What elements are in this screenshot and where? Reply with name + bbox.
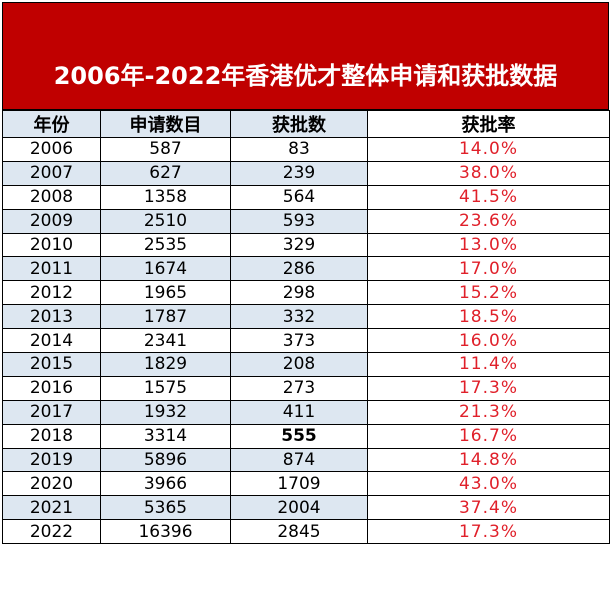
- cell-year: 2016: [2, 375, 101, 401]
- cell-approved: 239: [230, 160, 368, 186]
- table-row: 2018 3314 555 16.7%: [2, 423, 610, 449]
- cell-approved: 298: [230, 280, 368, 306]
- cell-approval-rate: 14.8%: [367, 447, 610, 473]
- cell-year: 2006: [2, 137, 101, 162]
- cell-approval-rate: 17.0%: [367, 256, 610, 282]
- table-row: 2009 2510 593 23.6%: [2, 208, 610, 234]
- data-table: 年份 申请数目 获批数 获批率 2006 587 83 14.0% 2007 627 239…: [2, 110, 610, 545]
- cell-approved: 329: [230, 232, 368, 258]
- cell-year: 2013: [2, 304, 101, 330]
- cell-year: 2018: [2, 423, 101, 449]
- header-year: 年份: [2, 110, 101, 138]
- cell-approved: 593: [230, 208, 368, 234]
- cell-applications: 5365: [100, 495, 231, 521]
- cell-applications: 3314: [100, 423, 231, 449]
- table-body: 2006 587 83 14.0% 2007 627 239 38.0% 2008 1358 564…: [2, 137, 610, 545]
- cell-applications: 3966: [100, 471, 231, 497]
- cell-approval-rate: 16.7%: [367, 423, 610, 449]
- cell-approved: 874: [230, 447, 368, 473]
- cell-approved: 1709: [230, 471, 368, 497]
- cell-approval-rate: 16.0%: [367, 328, 610, 354]
- cell-approved: 411: [230, 399, 368, 425]
- cell-year: 2021: [2, 495, 101, 521]
- cell-year: 2012: [2, 280, 101, 306]
- cell-applications: 1575: [100, 375, 231, 401]
- cell-year: 2019: [2, 447, 101, 473]
- cell-year: 2008: [2, 184, 101, 210]
- header-row: 年份 申请数目 获批数 获批率: [2, 110, 610, 138]
- table-row: 2006 587 83 14.0%: [2, 137, 610, 162]
- table-row: 2020 3966 1709 43.0%: [2, 471, 610, 497]
- table-row: 2013 1787 332 18.5%: [2, 304, 610, 330]
- header-approved: 获批数: [230, 110, 368, 138]
- cell-approved: 555: [230, 423, 368, 449]
- table-title: 2006年-2022年香港优才整体申请和获批数据: [53, 62, 558, 90]
- cell-year: 2022: [2, 519, 101, 545]
- cell-applications: 1358: [100, 184, 231, 210]
- table-row: 2010 2535 329 13.0%: [2, 232, 610, 258]
- cell-applications: 2510: [100, 208, 231, 234]
- cell-year: 2010: [2, 232, 101, 258]
- cell-applications: 16396: [100, 519, 231, 545]
- cell-approval-rate: 43.0%: [367, 471, 610, 497]
- cell-applications: 587: [100, 137, 231, 162]
- table-row: 2021 5365 2004 37.4%: [2, 495, 610, 521]
- cell-approved: 2004: [230, 495, 368, 521]
- cell-approved: 373: [230, 328, 368, 354]
- cell-approval-rate: 15.2%: [367, 280, 610, 306]
- cell-year: 2014: [2, 328, 101, 354]
- cell-approved: 286: [230, 256, 368, 282]
- cell-approved: 208: [230, 352, 368, 377]
- cell-approval-rate: 41.5%: [367, 184, 610, 210]
- table-row: 2008 1358 564 41.5%: [2, 184, 610, 210]
- cell-applications: 5896: [100, 447, 231, 473]
- cell-approval-rate: 18.5%: [367, 304, 610, 330]
- header-approval-rate: 获批率: [367, 110, 610, 138]
- cell-applications: 1932: [100, 399, 231, 425]
- cell-applications: 1787: [100, 304, 231, 330]
- cell-approved: 83: [230, 137, 368, 162]
- cell-year: 2015: [2, 352, 101, 377]
- cell-approved: 564: [230, 184, 368, 210]
- cell-year: 2020: [2, 471, 101, 497]
- cell-year: 2011: [2, 256, 101, 282]
- table-row: 2016 1575 273 17.3%: [2, 375, 610, 401]
- cell-approval-rate: 23.6%: [367, 208, 610, 234]
- cell-approval-rate: 13.0%: [367, 232, 610, 258]
- table-row: 2022 16396 2845 17.3%: [2, 519, 610, 545]
- cell-approval-rate: 17.3%: [367, 519, 610, 545]
- cell-approval-rate: 37.4%: [367, 495, 610, 521]
- cell-applications: 1965: [100, 280, 231, 306]
- cell-applications: 2341: [100, 328, 231, 354]
- cell-approved: 332: [230, 304, 368, 330]
- cell-approved: 2845: [230, 519, 368, 545]
- table-row: 2012 1965 298 15.2%: [2, 280, 610, 306]
- cell-approval-rate: 11.4%: [367, 352, 610, 377]
- cell-year: 2007: [2, 160, 101, 186]
- table-row: 2011 1674 286 17.0%: [2, 256, 610, 282]
- cell-applications: 627: [100, 160, 231, 186]
- cell-approval-rate: 17.3%: [367, 375, 610, 401]
- cell-year: 2017: [2, 399, 101, 425]
- cell-approved: 273: [230, 375, 368, 401]
- table-row: 2014 2341 373 16.0%: [2, 328, 610, 354]
- title-bar: 2006年-2022年香港优才整体申请和获批数据: [2, 2, 609, 110]
- table-row: 2019 5896 874 14.8%: [2, 447, 610, 473]
- cell-approval-rate: 21.3%: [367, 399, 610, 425]
- cell-year: 2009: [2, 208, 101, 234]
- table-row: 2015 1829 208 11.4%: [2, 352, 610, 377]
- cell-approval-rate: 38.0%: [367, 160, 610, 186]
- table-row: 2007 627 239 38.0%: [2, 160, 610, 186]
- table-row: 2017 1932 411 21.3%: [2, 399, 610, 425]
- header-applications: 申请数目: [100, 110, 231, 138]
- cell-applications: 1674: [100, 256, 231, 282]
- cell-applications: 1829: [100, 352, 231, 377]
- cell-applications: 2535: [100, 232, 231, 258]
- cell-approval-rate: 14.0%: [367, 137, 610, 162]
